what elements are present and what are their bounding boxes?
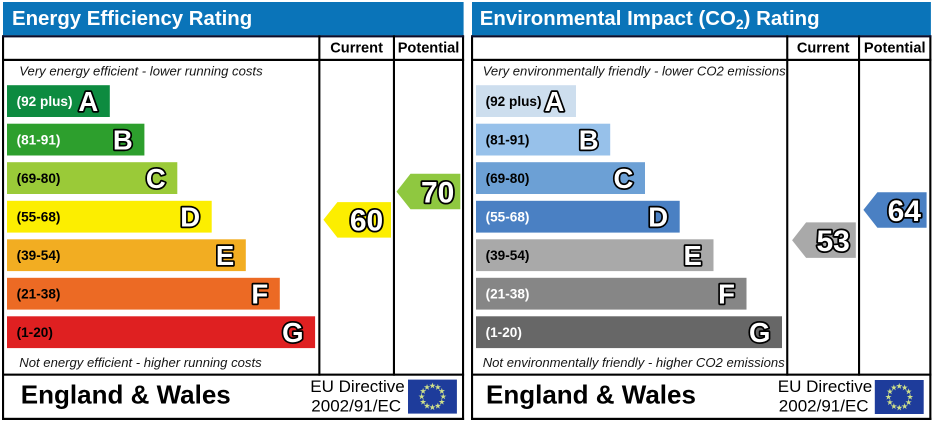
svg-text:A: A	[545, 86, 565, 117]
svg-text:E: E	[684, 240, 702, 271]
svg-text:2002/91/EC: 2002/91/EC	[311, 397, 401, 416]
svg-text:(39-54): (39-54)	[17, 248, 61, 263]
svg-text:B: B	[113, 125, 133, 156]
svg-text:(21-38): (21-38)	[486, 287, 530, 302]
svg-text:(92 plus): (92 plus)	[17, 94, 73, 109]
svg-text:D: D	[648, 202, 668, 233]
svg-text:(21-38): (21-38)	[17, 287, 61, 302]
svg-text:Very environmentally friendly: Very environmentally friendly - lower CO…	[483, 64, 786, 79]
svg-text:B: B	[579, 125, 599, 156]
svg-text:Current: Current	[797, 41, 850, 57]
svg-text:G: G	[749, 317, 770, 348]
svg-text:2002/91/EC: 2002/91/EC	[779, 397, 869, 416]
svg-text:Potential: Potential	[864, 41, 926, 57]
svg-text:(39-54): (39-54)	[486, 248, 530, 263]
svg-text:(69-80): (69-80)	[486, 171, 530, 186]
svg-text:70: 70	[421, 177, 454, 210]
svg-text:D: D	[180, 202, 200, 233]
svg-text:Energy Efficiency Rating: Energy Efficiency Rating	[12, 8, 252, 30]
svg-text:F: F	[251, 279, 268, 310]
svg-text:EU Directive: EU Directive	[310, 377, 404, 396]
svg-text:England & Wales: England & Wales	[21, 380, 231, 410]
svg-text:(81-91): (81-91)	[17, 133, 61, 148]
svg-text:F: F	[718, 279, 735, 310]
svg-text:EU Directive: EU Directive	[778, 377, 872, 396]
svg-text:E: E	[216, 240, 234, 271]
svg-text:G: G	[282, 317, 303, 348]
svg-text:A: A	[78, 86, 98, 117]
svg-text:(1-20): (1-20)	[486, 325, 522, 340]
svg-text:60: 60	[350, 205, 383, 238]
svg-text:(55-68): (55-68)	[17, 210, 61, 225]
svg-text:(81-91): (81-91)	[486, 133, 530, 148]
svg-text:53: 53	[817, 225, 850, 258]
svg-text:Very energy efficient - lower: Very energy efficient - lower running co…	[19, 64, 263, 79]
svg-text:64: 64	[888, 195, 922, 228]
svg-text:Current: Current	[330, 41, 383, 57]
svg-text:Not environmentally friendly -: Not environmentally friendly - higher CO…	[483, 355, 785, 370]
svg-text:Potential: Potential	[398, 41, 460, 57]
svg-text:C: C	[614, 163, 634, 194]
svg-text:(1-20): (1-20)	[17, 325, 53, 340]
svg-text:England & Wales: England & Wales	[486, 380, 696, 410]
svg-text:(92 plus): (92 plus)	[486, 94, 542, 109]
svg-text:Environmental Impact (CO2) Rat: Environmental Impact (CO2) Rating	[480, 8, 820, 32]
svg-text:(69-80): (69-80)	[17, 171, 61, 186]
svg-text:Not energy efficient - higher: Not energy efficient - higher running co…	[19, 355, 262, 370]
svg-text:(55-68): (55-68)	[486, 210, 530, 225]
svg-text:C: C	[146, 163, 166, 194]
